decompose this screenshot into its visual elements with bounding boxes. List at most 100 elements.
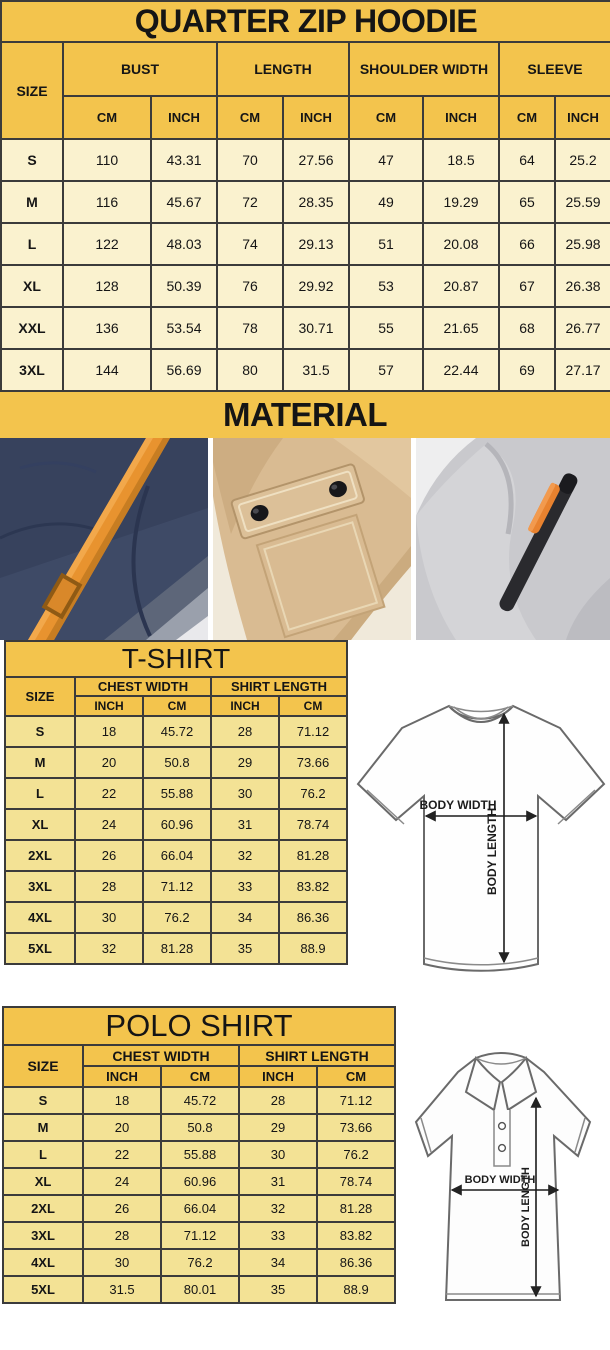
value-cell: 73.66 [315, 1113, 397, 1142]
table-row: L 22 55.88 30 76.2 [2, 1140, 397, 1169]
table-row: 2XL 26 66.04 32 81.28 [2, 1194, 397, 1223]
value-cell: 45.67 [150, 180, 218, 224]
value-cell: 53 [348, 264, 424, 308]
value-cell: 110 [62, 138, 152, 182]
value-cell: 71.12 [142, 870, 212, 903]
gray-fleece-image [416, 438, 610, 640]
value-cell: 66.04 [160, 1194, 240, 1223]
value-cell: 70 [216, 138, 284, 182]
value-cell: 69 [498, 348, 556, 392]
value-cell: 33 [238, 1221, 318, 1250]
unit-header: INCH [238, 1065, 318, 1088]
value-cell: 28.35 [282, 180, 350, 224]
value-cell: 22.44 [422, 348, 500, 392]
material-title: MATERIAL [222, 396, 388, 433]
column-group-header: SHIRT LENGTH [210, 676, 348, 697]
size-cell: 4XL [4, 901, 76, 934]
material-photos-row [0, 438, 610, 640]
value-cell: 50.8 [160, 1113, 240, 1142]
value-cell: 18 [74, 715, 144, 748]
value-cell: 29.13 [282, 222, 350, 266]
table-row: M 116 45.67 72 28.35 49 19.29 65 25.59 [0, 180, 610, 224]
table-row: XXL 136 53.54 78 30.71 55 21.65 68 26.77 [0, 306, 610, 350]
material-banner: MATERIAL [0, 392, 610, 438]
size-cell: S [0, 138, 64, 182]
polo-measurement-diagram: BODY WIDTH BODY LENGTH [414, 1052, 592, 1301]
column-group-header: SHIRT LENGTH [237, 1044, 397, 1067]
table-row: 5XL 32 81.28 35 88.9 [4, 932, 348, 965]
size-cell: 5XL [4, 932, 76, 965]
value-cell: 83.82 [278, 870, 348, 903]
value-cell: 24 [74, 808, 144, 841]
value-cell: 73.66 [278, 746, 348, 779]
value-cell: 128 [62, 264, 152, 308]
size-cell: M [4, 746, 76, 779]
table-title: QUARTER ZIP HOODIE [0, 0, 610, 43]
size-cell: L [4, 777, 76, 810]
value-cell: 20 [74, 746, 144, 779]
table-row: 4XL 30 76.2 34 86.36 [4, 901, 348, 934]
snap-pocket-flap [230, 463, 386, 639]
value-cell: 34 [210, 901, 280, 934]
value-cell: 28 [74, 870, 144, 903]
zipper [499, 473, 578, 612]
value-cell: 76.2 [315, 1140, 397, 1169]
value-cell: 81.28 [142, 932, 212, 965]
size-cell: S [4, 715, 76, 748]
value-cell: 28 [210, 715, 280, 748]
value-cell: 31.5 [82, 1275, 162, 1304]
value-cell: 83.82 [315, 1221, 397, 1250]
table-row: M 20 50.8 29 73.66 [2, 1113, 397, 1142]
value-cell: 51 [348, 222, 424, 266]
size-cell: M [0, 180, 64, 224]
value-cell: 25.59 [553, 180, 610, 224]
size-cell: L [2, 1140, 84, 1169]
value-cell: 81.28 [315, 1194, 397, 1223]
value-cell: 68 [498, 306, 556, 350]
table-row: S 18 45.72 28 71.12 [2, 1086, 397, 1115]
value-cell: 29 [238, 1113, 318, 1142]
value-cell: 43.31 [150, 138, 218, 182]
value-cell: 122 [62, 222, 152, 266]
value-cell: 80 [216, 348, 284, 392]
khaki-fabric-image [213, 438, 411, 640]
table-row: XL 24 60.96 31 78.74 [4, 808, 348, 841]
value-cell: 116 [62, 180, 152, 224]
table-row: 4XL 30 76.2 34 86.36 [2, 1248, 397, 1277]
value-cell: 25.98 [553, 222, 610, 266]
column-group-header: LENGTH [216, 41, 350, 97]
polo-size-table: POLO SHIRT SIZE CHEST WIDTH SHIRT LENGTH INC… [1, 1006, 397, 1304]
value-cell: 28 [238, 1086, 318, 1115]
photo-gray-fleece-zipper [416, 438, 610, 640]
navy-fabric-image [0, 438, 208, 640]
photo-navy-fabric-orange-strap [0, 438, 208, 640]
unit-header: INCH [150, 95, 218, 140]
value-cell: 30.71 [282, 306, 350, 350]
table-row: XL 24 60.96 31 78.74 [2, 1167, 397, 1196]
value-cell: 26.77 [553, 306, 610, 350]
value-cell: 33 [210, 870, 280, 903]
value-cell: 34 [238, 1248, 318, 1277]
unit-header: CM [160, 1065, 240, 1088]
value-cell: 18 [82, 1086, 162, 1115]
size-cell: S [2, 1086, 84, 1115]
unit-header: INCH [210, 695, 280, 717]
value-cell: 19.29 [422, 180, 500, 224]
value-cell: 76.2 [278, 777, 348, 810]
value-cell: 31 [238, 1167, 318, 1196]
value-cell: 66 [498, 222, 556, 266]
value-cell: 49 [348, 180, 424, 224]
unit-header: CM [315, 1065, 397, 1088]
value-cell: 72 [216, 180, 284, 224]
tshirt-size-table: T-SHIRT SIZE CHEST WIDTH SHIRT LENGTH INCH CM… [4, 640, 348, 965]
size-cell: XL [4, 808, 76, 841]
photo-khaki-fabric-snap-pocket [213, 438, 411, 640]
value-cell: 67 [498, 264, 556, 308]
polo-section: POLO SHIRT SIZE CHEST WIDTH SHIRT LENGTH INC… [0, 1006, 610, 1336]
table-row: M 20 50.8 29 73.66 [4, 746, 348, 779]
value-cell: 78 [216, 306, 284, 350]
table-row: 3XL 28 71.12 33 83.82 [2, 1221, 397, 1250]
value-cell: 32 [238, 1194, 318, 1223]
value-cell: 27.56 [282, 138, 350, 182]
value-cell: 32 [210, 839, 280, 872]
